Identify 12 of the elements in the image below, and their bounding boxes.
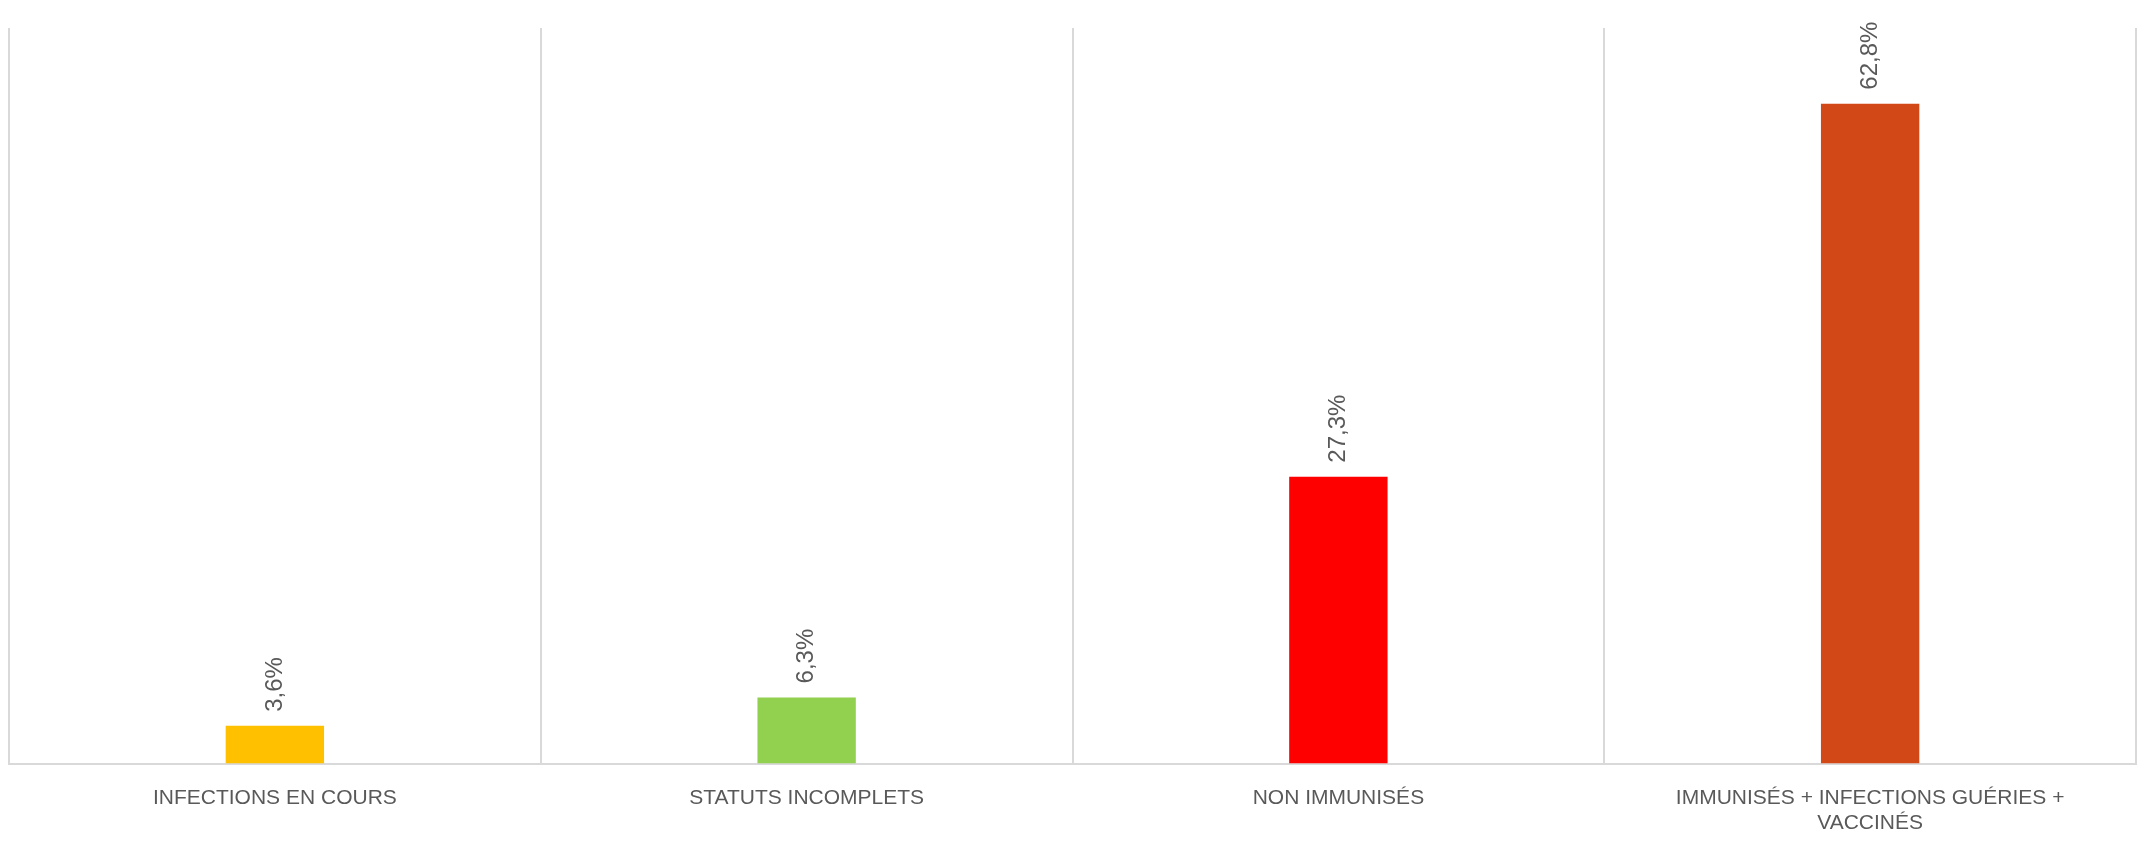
data-label: 27,3% <box>1323 394 1350 463</box>
bar <box>1820 103 1920 764</box>
bar <box>1289 476 1388 764</box>
bar <box>757 697 856 764</box>
x-tick-label: IMMUNISÉS + INFECTIONS GUÉRIES + VACCINÉS <box>1675 785 2065 834</box>
bar <box>225 725 325 764</box>
x-tick-label: INFECTIONS EN COURS <box>152 785 397 808</box>
data-label: 6,3% <box>791 628 819 684</box>
x-tick-label: NON IMMUNISÉS <box>1252 785 1425 808</box>
data-label: 62,8% <box>1854 21 1882 90</box>
data-label: 3,6% <box>259 657 287 712</box>
x-tick-label: STATUTS INCOMPLETS <box>689 785 925 808</box>
